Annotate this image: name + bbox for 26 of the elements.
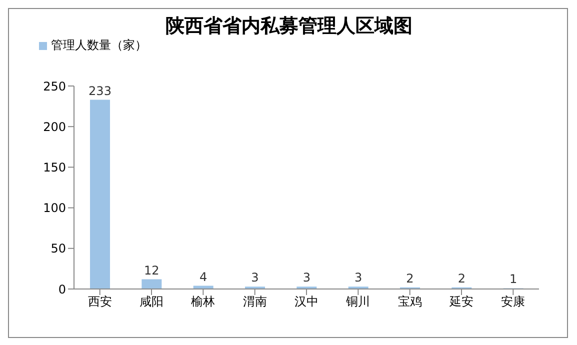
y-tick-label: 200 [43,120,66,134]
y-tick-label: 100 [43,201,66,216]
x-tick-label: 铜川 [345,294,370,309]
y-tick-label: 0 [58,282,66,296]
data-label: 2 [458,271,466,286]
data-label: 3 [302,270,310,285]
data-label: 12 [144,263,160,278]
x-tick-label: 渭南 [242,294,267,309]
data-label: 2 [406,271,414,286]
data-label: 3 [354,270,362,285]
x-tick-label: 延安 [448,294,474,309]
x-tick-label: 榆林 [191,294,216,309]
legend-label: 管理人数量（家） [51,38,147,52]
y-tick-label: 150 [43,160,66,174]
data-label: 3 [251,270,259,285]
x-tick-label: 咸阳 [140,294,164,309]
data-label: 4 [200,270,208,284]
y-tick-label: 250 [43,79,66,94]
x-tick-label: 安康 [501,294,526,309]
y-tick-label: 50 [50,242,66,256]
x-tick-label: 西安 [88,294,112,309]
data-label: 1 [510,272,518,286]
chart-title: 陕西省省内私募管理人区域图 [164,15,414,39]
data-label: 233 [88,84,112,98]
x-tick-label: 宝鸡 [398,294,422,309]
x-tick-label: 汉中 [294,294,318,309]
